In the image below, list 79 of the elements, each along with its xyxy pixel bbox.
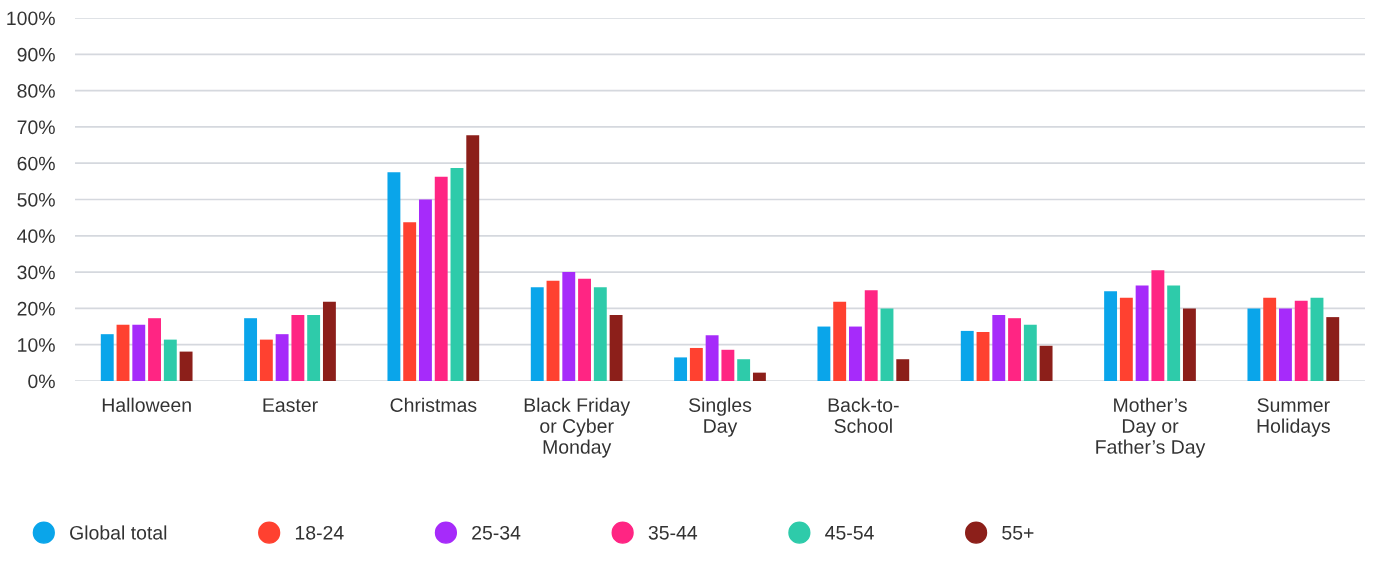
bar xyxy=(116,324,130,381)
y-tick-label: 30% xyxy=(17,265,55,280)
legend-label: 55+ xyxy=(1002,526,1034,540)
bar xyxy=(689,347,703,381)
bar xyxy=(864,290,878,381)
x-tick-label: Singles Day xyxy=(689,397,752,437)
bar xyxy=(387,172,401,381)
bar xyxy=(721,349,735,381)
bar xyxy=(291,314,305,381)
bar xyxy=(817,326,831,381)
bar xyxy=(1326,317,1340,381)
bar xyxy=(450,167,464,381)
x-tick-label: Black Friday or Cyber Monday xyxy=(524,397,631,458)
bar xyxy=(737,359,751,381)
bar xyxy=(1167,285,1181,381)
bar xyxy=(307,314,321,381)
y-tick-label: 50% xyxy=(17,192,55,207)
bar xyxy=(259,339,273,381)
bar xyxy=(705,335,719,381)
legend-label: 18-24 xyxy=(295,525,344,540)
bar xyxy=(1135,285,1149,381)
x-tick-label: Easter xyxy=(263,398,318,412)
y-tick-label: 90% xyxy=(17,47,55,62)
legend-label: Global total xyxy=(70,525,167,540)
y-tick-label: 60% xyxy=(17,156,55,171)
bar xyxy=(1294,300,1308,381)
bar xyxy=(960,330,974,381)
legend-label: 45-54 xyxy=(825,526,874,540)
bar xyxy=(1279,308,1292,381)
bar xyxy=(322,301,336,381)
bar xyxy=(1039,345,1053,381)
bar xyxy=(1104,291,1118,381)
bar xyxy=(1008,318,1021,381)
bar xyxy=(674,357,688,381)
bar xyxy=(1151,270,1165,381)
bar xyxy=(849,326,862,381)
bar xyxy=(593,287,607,381)
bar xyxy=(434,176,448,381)
bar xyxy=(880,308,894,381)
y-tick-label: 40% xyxy=(17,229,55,244)
bar xyxy=(1119,297,1133,381)
bar xyxy=(148,318,161,381)
legend-label: 35-44 xyxy=(648,525,698,540)
legend-label: 25-34 xyxy=(472,525,521,540)
x-tick-label: Summer Holidays xyxy=(1257,398,1330,437)
bar xyxy=(609,314,623,381)
bar xyxy=(896,359,910,381)
bar xyxy=(1247,308,1261,381)
bar xyxy=(244,318,258,381)
y-tick-label: 100% xyxy=(7,11,55,26)
y-tick-label: 80% xyxy=(17,84,55,98)
bar xyxy=(1310,297,1324,381)
bar xyxy=(403,222,417,381)
bar xyxy=(530,287,544,381)
bar xyxy=(419,199,432,381)
bar xyxy=(275,334,289,381)
x-tick-label: Back-to- School xyxy=(828,397,899,433)
bar xyxy=(100,334,114,381)
bar xyxy=(752,372,766,381)
bar xyxy=(562,272,576,381)
y-tick-label: 10% xyxy=(18,338,55,352)
x-tick-label: Christmas xyxy=(390,397,477,412)
y-tick-label: 20% xyxy=(17,301,55,316)
bar xyxy=(546,280,560,381)
bar xyxy=(466,135,480,381)
bar xyxy=(833,301,847,381)
y-tick-label: 0% xyxy=(28,374,55,389)
bar xyxy=(163,339,177,381)
bar xyxy=(1182,308,1196,381)
x-tick-label: Halloween xyxy=(102,397,191,412)
bar xyxy=(578,278,591,381)
x-tick-label: Mother’s Day or Father’s Day xyxy=(1096,397,1206,458)
bar xyxy=(992,314,1006,381)
bar xyxy=(1263,297,1277,381)
bar xyxy=(132,324,146,381)
bar xyxy=(976,331,990,381)
bar xyxy=(179,351,193,381)
y-tick-label: 70% xyxy=(17,120,55,135)
bar xyxy=(1023,324,1037,381)
